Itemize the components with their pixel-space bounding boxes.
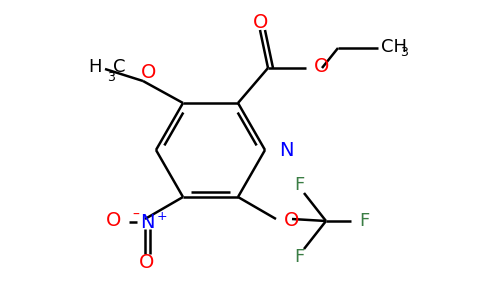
Text: 3: 3	[400, 46, 408, 59]
Text: –: –	[132, 208, 139, 222]
Text: N: N	[279, 140, 293, 160]
Text: H: H	[89, 58, 102, 76]
Text: 3: 3	[107, 71, 115, 84]
Text: F: F	[294, 248, 304, 266]
Text: F: F	[294, 176, 304, 194]
Text: O: O	[284, 212, 300, 230]
Text: O: O	[139, 254, 155, 272]
Text: N: N	[140, 212, 154, 232]
Text: O: O	[314, 58, 330, 76]
Text: F: F	[359, 212, 369, 230]
Text: +: +	[157, 209, 167, 223]
Text: O: O	[106, 212, 121, 230]
Text: C: C	[113, 58, 125, 76]
Text: O: O	[141, 64, 157, 83]
Text: CH: CH	[381, 38, 407, 56]
Text: O: O	[253, 13, 269, 32]
